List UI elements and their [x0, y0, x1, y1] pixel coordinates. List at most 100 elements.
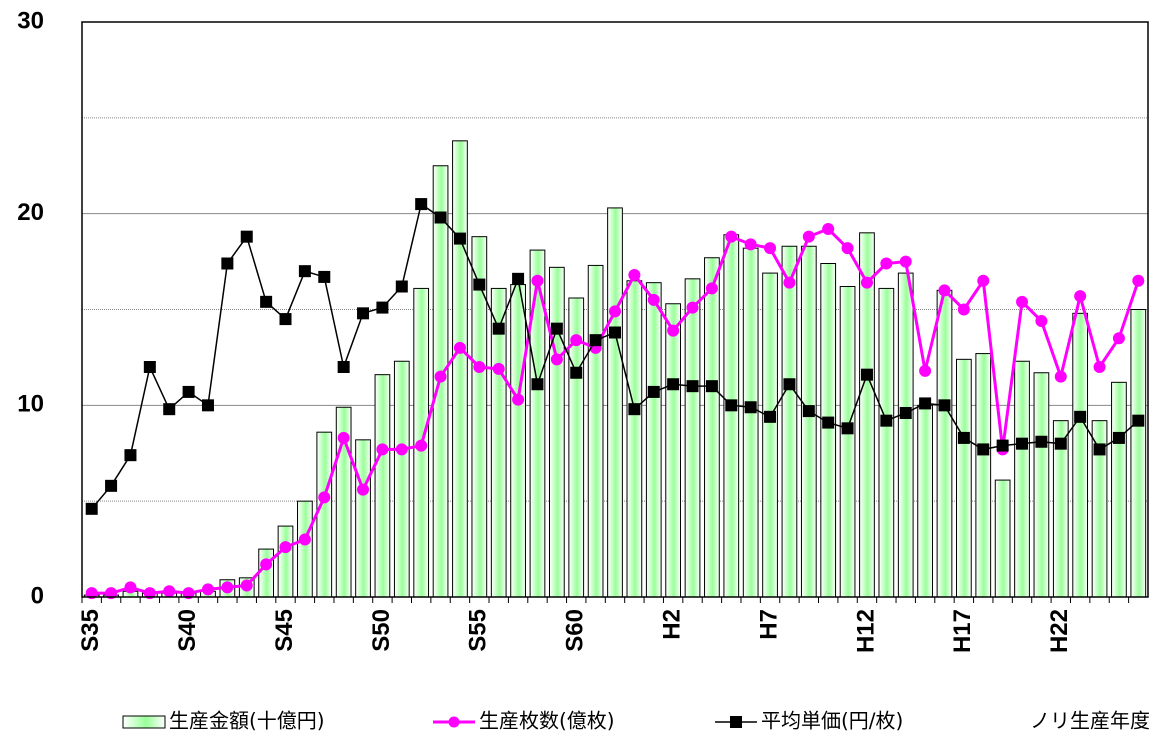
bar [374, 374, 391, 598]
bars [83, 140, 1147, 598]
bar [936, 289, 953, 598]
y-tick-label: 10 [17, 391, 44, 418]
point [919, 397, 932, 410]
bar [839, 286, 856, 598]
point [570, 334, 583, 347]
point [337, 431, 350, 444]
bar [587, 264, 604, 598]
x-tick-label: S45 [271, 609, 298, 652]
point [434, 370, 447, 383]
point [85, 587, 98, 600]
point [124, 581, 137, 594]
point [512, 393, 525, 406]
x-tick-label: H17 [949, 609, 976, 653]
bar [994, 479, 1011, 598]
x-tick-label: S55 [465, 609, 492, 652]
bar [645, 282, 662, 598]
point [628, 269, 641, 281]
point [957, 303, 970, 316]
bar [800, 245, 817, 598]
bar [897, 272, 914, 598]
point [686, 301, 699, 314]
point [105, 479, 118, 492]
point [143, 361, 156, 373]
point [841, 422, 854, 435]
point [1035, 435, 1048, 448]
bar [510, 284, 526, 598]
point [357, 307, 370, 320]
point [260, 558, 273, 571]
bar [1111, 381, 1127, 598]
x-tick-label: S35 [77, 609, 104, 652]
point [802, 405, 815, 418]
point [725, 399, 738, 412]
point [841, 242, 854, 255]
point [1074, 290, 1087, 303]
point [376, 443, 389, 456]
bar [316, 431, 333, 598]
point [550, 353, 563, 366]
bar [704, 257, 720, 598]
point [705, 282, 718, 295]
bar [277, 525, 294, 598]
point [647, 385, 660, 398]
bar [820, 263, 837, 598]
bar [878, 287, 895, 598]
point [395, 443, 408, 456]
bar [742, 247, 759, 598]
point [1016, 295, 1029, 308]
point [996, 439, 1009, 452]
bar [1130, 309, 1147, 598]
point [764, 410, 777, 423]
point [453, 341, 466, 354]
point [298, 265, 311, 278]
bar [1033, 372, 1050, 598]
point [880, 257, 893, 270]
point [279, 313, 292, 326]
bar [626, 280, 643, 598]
point [240, 579, 253, 592]
legend-item: 生産金額(十億円) [122, 709, 325, 733]
bar [762, 272, 778, 598]
point [453, 232, 466, 245]
point [512, 272, 525, 285]
point [105, 587, 118, 600]
point [531, 378, 544, 391]
bar [452, 140, 468, 598]
point [260, 295, 273, 308]
bar [490, 287, 507, 598]
legend-swatch [122, 715, 166, 729]
bar [258, 548, 274, 598]
point [415, 198, 428, 211]
legend-label: 生産枚数(億枚) [479, 709, 615, 733]
bar [781, 245, 798, 598]
point [667, 378, 680, 391]
x-tick-label: H2 [658, 609, 685, 640]
plot-frame [81, 21, 1149, 598]
point [318, 491, 331, 504]
point [899, 407, 912, 419]
point [977, 274, 990, 287]
legend-item: 生産枚数(億枚) [433, 709, 615, 733]
point [163, 585, 176, 598]
point [376, 301, 389, 314]
x-tick-label: S60 [562, 609, 589, 652]
point [415, 439, 428, 452]
point [725, 230, 738, 243]
point [822, 416, 835, 429]
bar [723, 234, 740, 598]
point [977, 443, 990, 456]
x-tick-label: S40 [174, 609, 201, 652]
point [1074, 410, 1087, 423]
point [609, 305, 621, 318]
legend-label: 生産金額(十億円) [169, 709, 325, 733]
point [880, 414, 893, 427]
bar [1072, 312, 1089, 598]
point [1054, 437, 1067, 450]
x-axis-label: ノリ生産年度 [1030, 709, 1150, 733]
point [1112, 431, 1125, 444]
point [337, 361, 350, 373]
point [705, 380, 718, 393]
point [938, 399, 951, 412]
bar [355, 439, 371, 598]
